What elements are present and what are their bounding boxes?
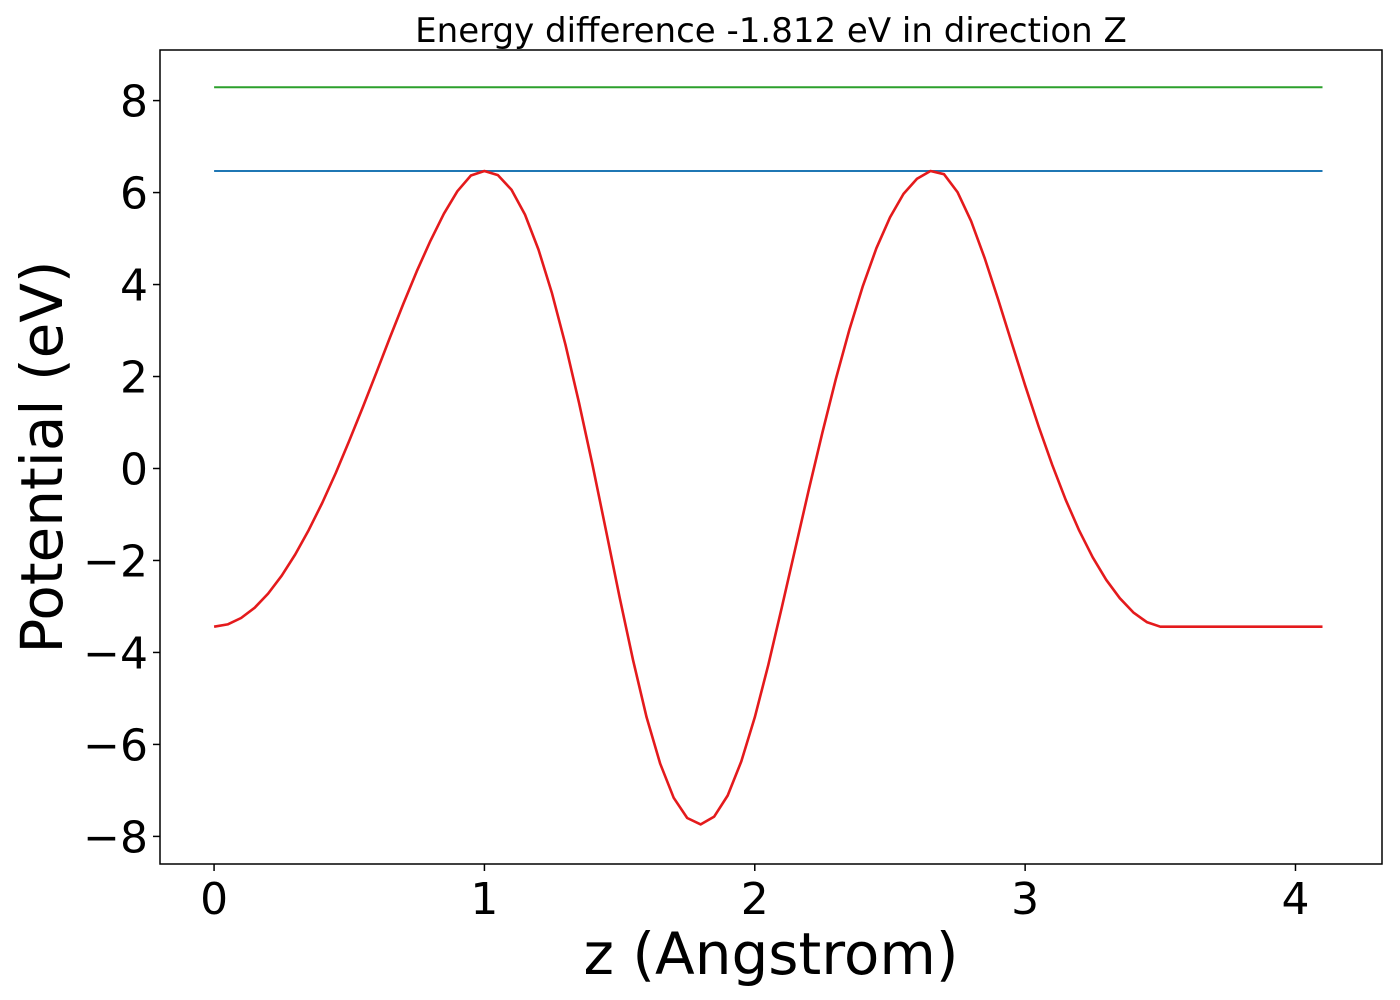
y-tick-label: −8 [83,812,148,863]
series-line-2 [213,169,1323,826]
y-tick-label: −6 [83,720,148,771]
x-tick-label: 0 [200,874,228,925]
y-tick-label: −4 [83,628,148,679]
y-axis-ticks: −8 −6 −4 −2 0 2 4 6 8 [83,77,160,863]
x-tick-label: 3 [1011,874,1039,925]
y-tick-label: 4 [120,261,148,312]
y-tick-label: 0 [120,444,148,495]
x-axis-ticks: 0 1 2 3 4 [200,864,1309,925]
plot-frame [159,49,1383,865]
x-tick-label: 1 [470,874,498,925]
x-axis-label: z (Angstrom) [584,920,959,988]
series-layer [213,86,1323,826]
y-axis-label: Potential (eV) [8,260,76,653]
y-tick-label: 2 [120,353,148,404]
x-tick-label: 4 [1281,874,1309,925]
y-tick-label: 8 [120,77,148,128]
y-tick-label: 6 [120,169,148,220]
y-tick-label: −2 [83,536,148,587]
x-tick-label: 2 [741,874,769,925]
chart-title: Energy difference -1.812 eV in direction… [415,11,1127,51]
